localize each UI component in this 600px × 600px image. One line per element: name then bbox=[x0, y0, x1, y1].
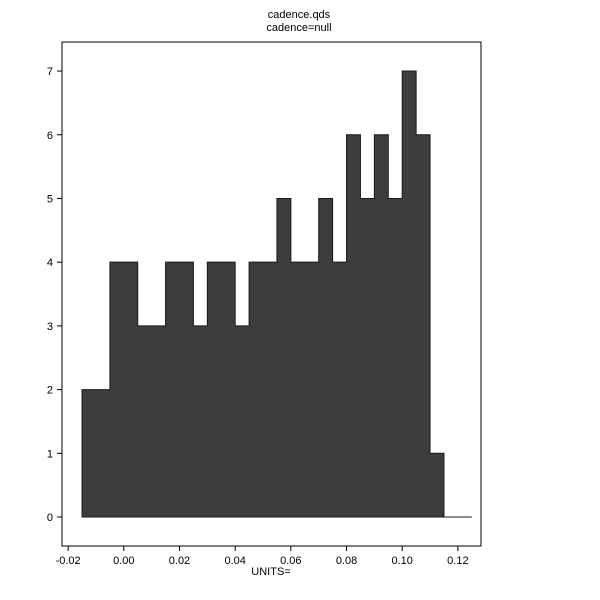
y-tick-label: 0 bbox=[47, 512, 53, 524]
y-tick-label: 7 bbox=[47, 66, 53, 78]
y-tick-label: 1 bbox=[47, 448, 53, 460]
x-tick-label: -0.02 bbox=[56, 555, 81, 567]
y-tick-label: 3 bbox=[47, 321, 53, 333]
chart-title: cadence.qds bbox=[268, 9, 331, 21]
x-tick-label: 0.00 bbox=[113, 555, 134, 567]
chart-subtitle: cadence=null bbox=[266, 22, 331, 34]
y-tick-label: 5 bbox=[47, 193, 53, 205]
y-tick-label: 4 bbox=[47, 257, 53, 269]
histogram-bars bbox=[81, 70, 472, 518]
x-tick-label: 0.04 bbox=[224, 555, 245, 567]
x-tick-label: 0.02 bbox=[169, 555, 190, 567]
x-tick-label: 0.06 bbox=[280, 555, 301, 567]
x-tick-label: 0.08 bbox=[336, 555, 357, 567]
x-tick-label: 0.10 bbox=[392, 555, 413, 567]
plot-frame bbox=[61, 41, 482, 547]
y-tick-label: 2 bbox=[47, 385, 53, 397]
plot-area: -0.02 0.00 0.02 0.04 0.06 0.08 0.10 0.12 0 1 2 3 4 5 6… bbox=[47, 41, 482, 567]
x-axis-label: UNITS= bbox=[251, 566, 290, 578]
x-tick-label: 0.12 bbox=[447, 555, 468, 567]
y-tick-label: 6 bbox=[47, 130, 53, 142]
